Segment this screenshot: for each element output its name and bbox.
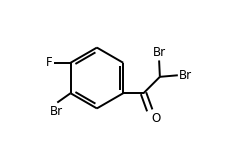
Text: Br: Br	[179, 69, 192, 82]
Text: F: F	[46, 56, 53, 69]
Text: O: O	[152, 112, 161, 125]
Text: Br: Br	[152, 46, 166, 59]
Text: Br: Br	[50, 105, 63, 118]
